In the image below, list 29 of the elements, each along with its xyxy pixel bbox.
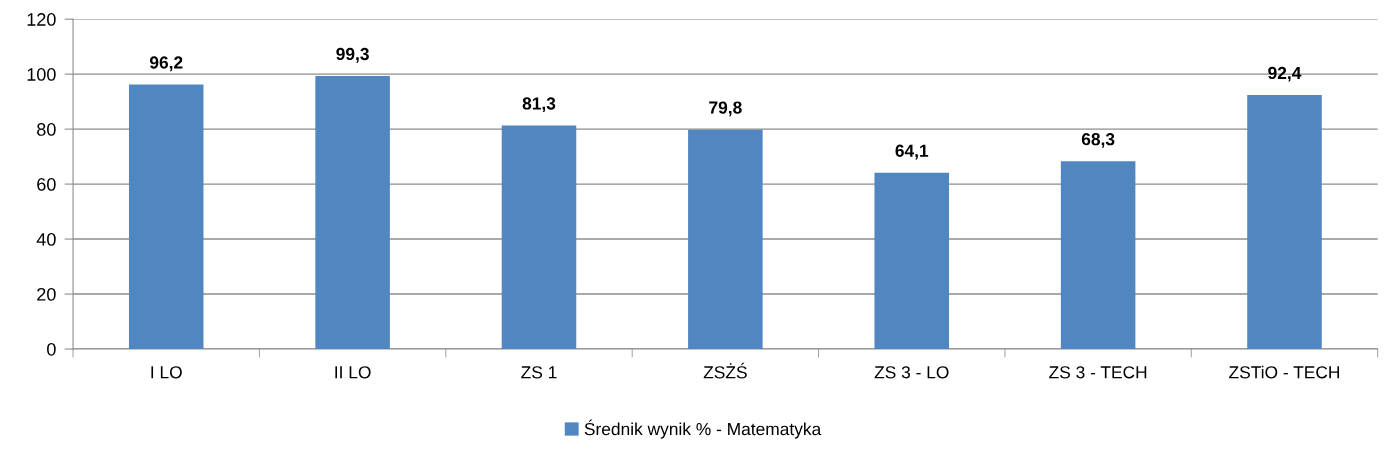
x-tick-label: I LO — [151, 366, 182, 379]
legend-label: Średnik wynik % - Matematyka — [584, 419, 822, 439]
x-tick-label: ZS 3 - LO — [874, 366, 949, 379]
y-tick-label: 80 — [37, 123, 56, 136]
y-tick-label: 100 — [27, 68, 56, 81]
bar — [501, 125, 577, 350]
x-tick-label: ZSTiO - TECH — [1229, 365, 1340, 379]
bar — [874, 172, 950, 350]
x-tick-label: ZS 1 — [521, 366, 557, 379]
y-tick-label: 20 — [37, 287, 56, 301]
bar — [1060, 161, 1136, 350]
x-tick-label: ZSŻŚ — [703, 362, 747, 379]
data-label: 92,4 — [1268, 66, 1302, 82]
data-label: 81,3 — [522, 97, 556, 113]
data-label: 79,8 — [709, 101, 742, 117]
data-label: 99,3 — [336, 47, 369, 63]
y-tick-label: 120 — [27, 13, 56, 26]
data-label: 64,1 — [895, 144, 929, 160]
bar — [688, 129, 763, 350]
y-tick-label: 40 — [36, 233, 56, 246]
y-tick-label: 60 — [37, 178, 56, 191]
data-label: 68,3 — [1081, 133, 1115, 148]
x-tick-label: II LO — [335, 366, 371, 379]
x-tick-label: ZS 3 - TECH — [1049, 366, 1147, 379]
bar — [128, 84, 204, 350]
data-label: 96,2 — [149, 56, 183, 72]
y-tick-label: 0 — [47, 342, 56, 356]
bar — [315, 76, 390, 350]
bar — [1247, 95, 1322, 350]
